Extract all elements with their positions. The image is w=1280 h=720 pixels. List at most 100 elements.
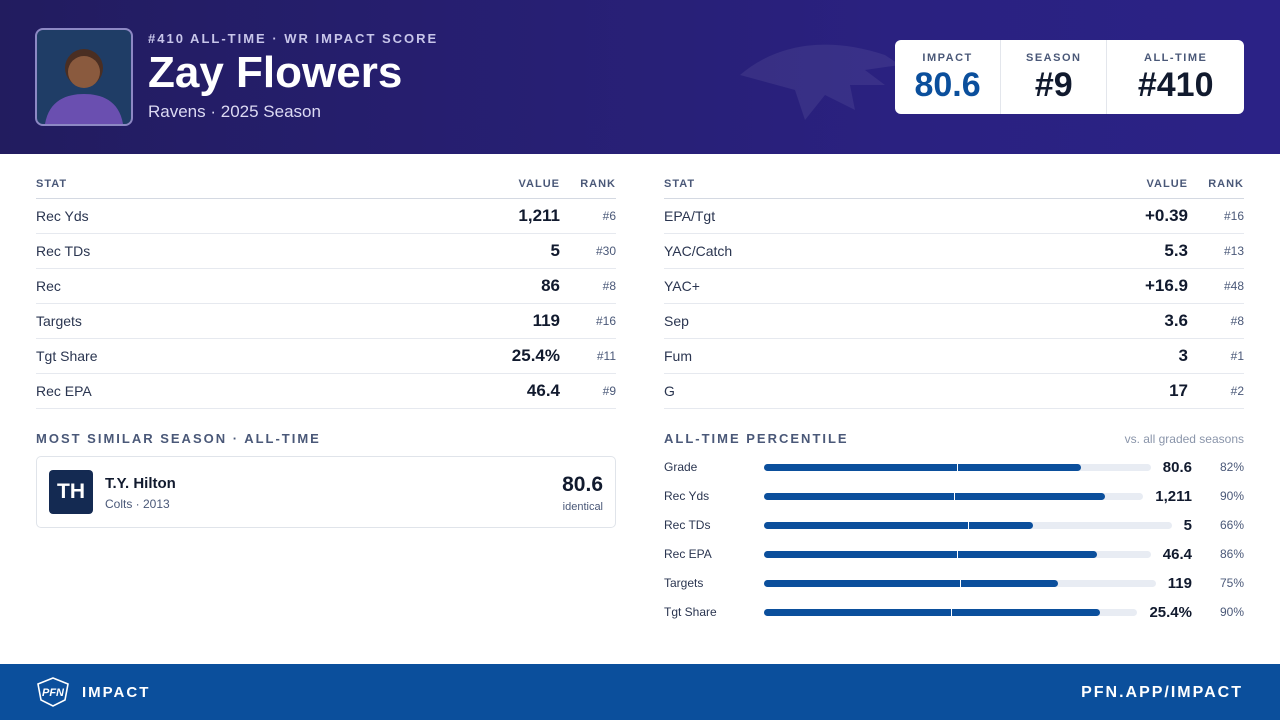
stat-rank: #11: [596, 349, 616, 363]
percentile-value: 46.4: [1162, 545, 1192, 563]
percentile-bar: [764, 521, 1034, 529]
score-cell: IMPACT 80.6: [895, 40, 1002, 114]
percentile-label: Tgt Share: [664, 605, 717, 619]
table-row: Rec TDs 5 #30: [36, 234, 616, 269]
product: IMPACT: [82, 684, 151, 701]
stat-name: Tgt Share: [36, 348, 98, 364]
stat-value: 3.6: [1164, 311, 1188, 330]
percentile-bar: [764, 492, 1106, 500]
percentile-row: Grade 80.6 82%: [664, 457, 1244, 477]
percentile-label: Targets: [664, 576, 704, 590]
similar-name: T.Y. Hilton: [105, 475, 176, 492]
stat-rank: #13: [1223, 244, 1244, 258]
player-name: Zay Flowers: [148, 48, 403, 97]
percentile-value: 80.6: [1162, 458, 1192, 476]
percentile-label: Rec TDs: [664, 518, 711, 532]
table-row: Rec 86 #8: [36, 269, 616, 304]
percentile-bar: [764, 608, 1101, 616]
percentile-label: Rec EPA: [664, 547, 712, 561]
stat-rank: #16: [595, 314, 616, 328]
similar-card: TH T.Y. Hilton Colts · 2013 80.6 identic…: [36, 456, 616, 528]
table-row: Fum 3 #1: [664, 339, 1244, 374]
percentile-row: Tgt Share 25.4% 90%: [664, 602, 1244, 622]
stat-table: STAT VALUE RANK EPA/Tgt +0.39 #16 YAC/Catch 5.3…: [664, 178, 1244, 409]
percentile-pct: 90%: [1219, 605, 1244, 619]
column-header: VALUE: [1146, 178, 1188, 190]
stat-value: 5.3: [1164, 241, 1188, 260]
stat-value: 86: [541, 276, 560, 295]
stat-rank: #8: [1230, 314, 1244, 328]
stat-name: Sep: [664, 313, 689, 329]
median-marker: [967, 521, 969, 529]
percentile-row: Rec Yds 1,211 90%: [664, 486, 1244, 506]
percentile-pct: 82%: [1219, 460, 1244, 474]
stat-name: G: [664, 383, 675, 399]
score-label: ALL-TIME: [1144, 52, 1208, 64]
score-cell: ALL-TIME #410: [1107, 40, 1244, 114]
stat-rank: #8: [602, 279, 616, 293]
percentile-pct: 86%: [1219, 547, 1244, 561]
similar-detail: Colts · 2013: [105, 497, 170, 511]
team-logo: [740, 44, 900, 120]
similar-note: identical: [562, 501, 603, 513]
stat-value: 25.4%: [511, 346, 560, 365]
stat-table: STAT VALUE RANK Rec Yds 1,211 #6 Rec TDs 5 #30 Re…: [36, 178, 616, 409]
table-row: Targets 119 #16: [36, 304, 616, 339]
percentile-bar: [764, 579, 1058, 587]
stat-rank: #6: [602, 209, 616, 223]
percentile-pct: 75%: [1219, 576, 1244, 590]
score-value: #410: [1137, 66, 1214, 104]
column-header: VALUE: [518, 178, 560, 190]
table-row: Rec EPA 46.4 #9: [36, 374, 616, 409]
brand-logo: PFN: [37, 677, 69, 707]
stat-name: YAC+: [664, 278, 700, 294]
percentile-track: [764, 492, 1144, 500]
url: PFN.APP/IMPACT: [1081, 684, 1243, 701]
section-title: ALL-TIME PERCENTILE: [664, 431, 849, 446]
footer: PFN IMPACT PFN.APP/IMPACT: [0, 664, 1280, 720]
section-title: MOST SIMILAR SEASON · ALL-TIME: [36, 431, 321, 446]
percentile-row: Targets 119 75%: [664, 573, 1244, 593]
percentile-track: [764, 579, 1156, 587]
stat-name: EPA/Tgt: [664, 208, 716, 224]
stat-name: Rec: [36, 278, 61, 294]
table-header: STAT VALUE RANK: [36, 178, 616, 199]
percentile-label: Grade: [664, 460, 698, 474]
column-header: RANK: [580, 178, 616, 190]
stat-rank: #1: [1230, 349, 1244, 363]
table-row: Tgt Share 25.4% #11: [36, 339, 616, 374]
header: #410 ALL-TIME · WR IMPACT SCORE Zay Flow…: [0, 0, 1280, 154]
score-box: IMPACT 80.6 SEASON #9 ALL-TIME #410: [895, 40, 1244, 114]
stat-name: YAC/Catch: [664, 243, 733, 259]
score-label: IMPACT: [922, 52, 973, 64]
percentile-bar: [764, 550, 1097, 558]
table-row: YAC+ +16.9 #48: [664, 269, 1244, 304]
percentile-track: [764, 463, 1151, 471]
percentile-bar: [764, 463, 1082, 471]
table-header: STAT VALUE RANK: [664, 178, 1244, 199]
score-value: 80.6: [914, 66, 981, 104]
score-label: SEASON: [1026, 52, 1082, 64]
table-row: EPA/Tgt +0.39 #16: [664, 199, 1244, 234]
column-header: RANK: [1208, 178, 1244, 190]
percentile-value: 5: [1183, 516, 1192, 534]
percentile-value: 1,211: [1155, 487, 1192, 505]
median-marker: [957, 550, 959, 558]
stat-value: 46.4: [526, 381, 560, 400]
median-marker: [957, 463, 959, 471]
section-note: vs. all graded seasons: [1124, 432, 1244, 446]
percentile-row: Rec EPA 46.4 86%: [664, 544, 1244, 564]
stat-rank: #30: [595, 244, 616, 258]
percentile-value: 119: [1167, 574, 1192, 592]
stat-name: Targets: [36, 313, 82, 329]
column-header: STAT: [36, 178, 68, 190]
stat-name: Rec EPA: [36, 383, 92, 399]
percentile-track: [764, 521, 1172, 529]
stat-name: Rec TDs: [36, 243, 91, 259]
table-row: Sep 3.6 #8: [664, 304, 1244, 339]
team-season: Ravens · 2025 Season: [148, 102, 321, 121]
player-photo: [35, 28, 133, 126]
median-marker: [950, 608, 952, 616]
score-cell: SEASON #9: [1001, 40, 1108, 114]
